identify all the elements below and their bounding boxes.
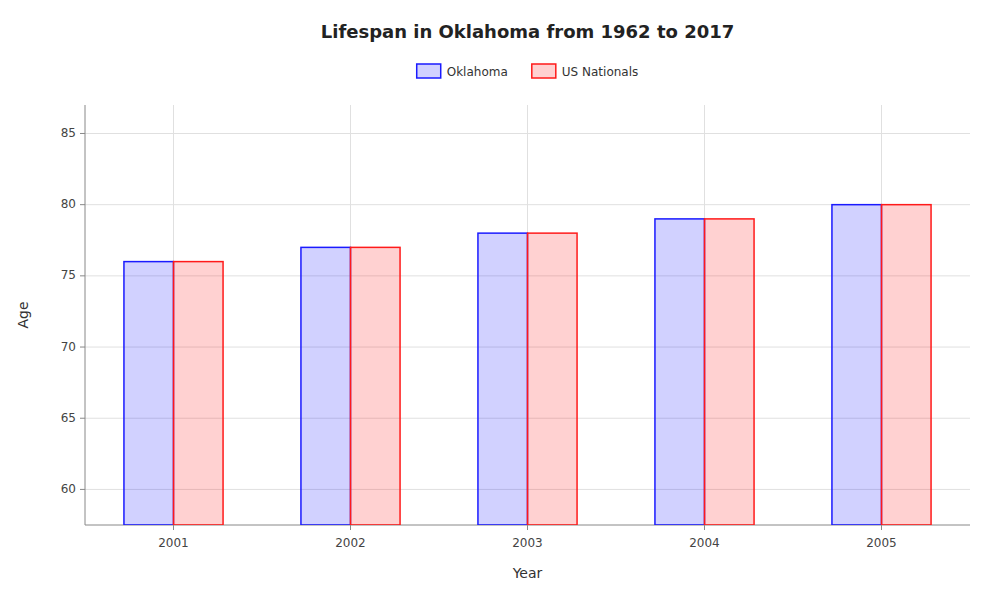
y-tick (80, 204, 85, 205)
bar (124, 262, 174, 525)
x-tick (881, 525, 882, 530)
x-tick (704, 525, 705, 530)
grid (85, 105, 970, 525)
y-tick (80, 133, 85, 134)
y-axis-label: Age (15, 301, 31, 328)
legend-item: Oklahoma (417, 64, 508, 79)
y-tick-label: 85 (61, 126, 76, 140)
x-tick (350, 525, 351, 530)
y-tick-label: 70 (61, 340, 76, 354)
legend-item: US Nationals (532, 64, 638, 79)
y-tick-label: 65 (61, 411, 76, 425)
x-tick (173, 525, 174, 530)
y-tick-label: 80 (61, 197, 76, 211)
legend: Oklahoma US Nationals (417, 64, 639, 79)
bar (882, 205, 932, 525)
bar (174, 262, 224, 525)
x-axis-label: Year (512, 565, 543, 581)
bar (301, 247, 351, 525)
bars (124, 205, 931, 525)
x-tick (527, 525, 528, 530)
chart-title: Lifespan in Oklahoma from 1962 to 2017 (321, 21, 735, 42)
legend-label: US Nationals (562, 65, 638, 79)
bar (705, 219, 755, 525)
y-axis-line (85, 105, 86, 525)
chart-svg: 60 65 70 75 80 85 2001 2002 2003 2004 2005 Year Age L… (0, 0, 1000, 600)
x-tick-label: 2004 (689, 536, 720, 550)
y-tick-label: 60 (61, 482, 76, 496)
bar (351, 247, 401, 525)
y-tick (80, 275, 85, 276)
y-tick (80, 347, 85, 348)
x-tick-label: 2001 (158, 536, 189, 550)
bar (528, 233, 578, 525)
y-tick (80, 489, 85, 490)
y-tick (80, 418, 85, 419)
x-tick-label: 2002 (335, 536, 366, 550)
x-tick-label: 2003 (512, 536, 543, 550)
y-tick-label: 75 (61, 268, 76, 282)
chart-container: 60 65 70 75 80 85 2001 2002 2003 2004 2005 Year Age L… (0, 0, 1000, 600)
legend-label: Oklahoma (447, 65, 508, 79)
bar (655, 219, 705, 525)
x-tick-label: 2005 (866, 536, 897, 550)
bar (478, 233, 528, 525)
legend-swatch (532, 64, 556, 78)
bar (832, 205, 882, 525)
legend-swatch (417, 64, 441, 78)
